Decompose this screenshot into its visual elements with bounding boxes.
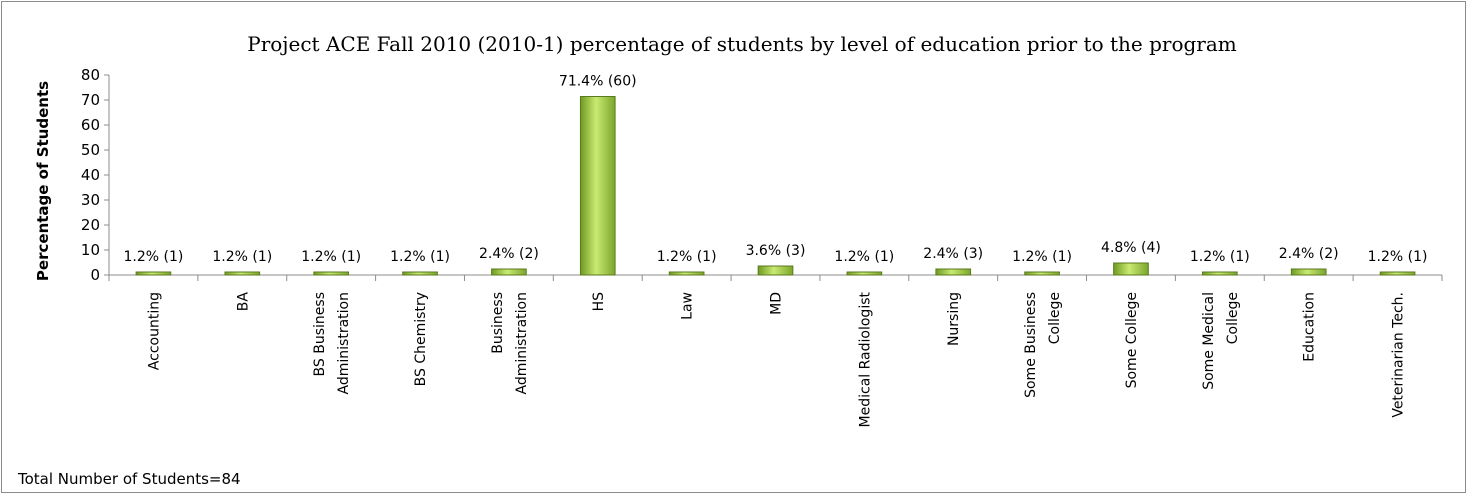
- category-label: Veterinarian Tech.: [1391, 292, 1407, 418]
- category-label: MD: [769, 292, 785, 315]
- data-label: 4.8% (4): [1101, 240, 1161, 256]
- category-label-line: College: [1225, 292, 1241, 344]
- bar: [224, 271, 261, 276]
- data-label: 1.2% (1): [212, 249, 272, 265]
- data-label: 1.2% (1): [834, 249, 894, 265]
- y-tick-label: 60: [81, 116, 100, 134]
- y-tick-label: 30: [81, 191, 100, 209]
- y-tick-label: 70: [81, 91, 100, 109]
- y-tick-label: 20: [81, 216, 100, 234]
- total-students-note: Total Number of Students=84: [18, 470, 241, 488]
- category-label: Some Business College: [1023, 292, 1063, 398]
- category-label-line: BA: [235, 292, 251, 312]
- bar: [846, 271, 883, 276]
- category-label: HS: [591, 292, 607, 312]
- bar: [491, 268, 527, 276]
- category-label-line: Nursing: [946, 292, 962, 346]
- data-label: 2.4% (2): [479, 246, 539, 262]
- y-tick-label: 50: [81, 141, 100, 159]
- category-label-line: Administration: [336, 292, 352, 394]
- category-label: Nursing: [946, 292, 962, 346]
- category-label: Business Administration: [490, 292, 530, 394]
- bar: [579, 96, 616, 276]
- bar: [1024, 271, 1060, 276]
- data-label: 1.2% (1): [1190, 249, 1250, 265]
- category-label-line: Some Business: [1023, 292, 1039, 398]
- category-label-line: BS Business: [312, 292, 328, 376]
- category-label-line: Accounting: [146, 292, 162, 370]
- category-label-line: BS Chemistry: [413, 292, 429, 386]
- category-label-line: Administration: [514, 292, 530, 394]
- data-label: 71.4% (60): [559, 74, 637, 90]
- bar: [313, 271, 349, 276]
- y-tick-label: 0: [90, 266, 100, 284]
- category-label: BS Business Administration: [312, 292, 352, 394]
- category-label-line: College: [1047, 292, 1063, 344]
- bar: [935, 268, 972, 276]
- category-labels-group: Accounting BA BS Business Administration BS …: [146, 292, 1406, 428]
- bars-group: [135, 96, 1416, 276]
- bar: [402, 271, 438, 276]
- bar: [668, 271, 705, 276]
- category-label: Law: [680, 292, 696, 320]
- category-label: BA: [235, 292, 251, 312]
- category-label-line: Some Medical: [1201, 292, 1217, 390]
- category-label-line: MD: [769, 292, 785, 315]
- bar: [1379, 271, 1416, 276]
- bar: [757, 265, 794, 276]
- category-label-line: Education: [1302, 292, 1318, 362]
- bar: [1202, 271, 1238, 276]
- category-label: Education: [1302, 292, 1318, 362]
- x-axis: [108, 274, 1443, 281]
- y-axis-label: Percentage of Students: [34, 81, 52, 281]
- category-label-line: Veterinarian Tech.: [1391, 292, 1407, 418]
- data-label: 1.2% (1): [124, 249, 184, 265]
- data-label: 3.6% (3): [746, 243, 806, 259]
- category-label: Some Medical College: [1201, 292, 1241, 390]
- category-label: BS Chemistry: [413, 292, 429, 386]
- category-label-line: Business: [490, 292, 506, 354]
- category-label-line: Some College: [1124, 292, 1140, 388]
- bar: [1113, 262, 1149, 276]
- data-label: 1.2% (1): [301, 249, 361, 265]
- category-label-line: HS: [591, 292, 607, 312]
- category-label-line: Medical Radiologist: [857, 292, 873, 428]
- data-label: 1.2% (1): [1012, 249, 1072, 265]
- bar: [135, 271, 172, 276]
- y-axis: 0 10 20 30 40 50 60 70 80: [81, 66, 110, 284]
- category-label: Some College: [1124, 292, 1140, 388]
- category-label: Medical Radiologist: [857, 292, 873, 428]
- data-label: 2.4% (2): [1279, 246, 1339, 262]
- category-label-line: Law: [680, 292, 696, 320]
- data-label: 1.2% (1): [390, 249, 450, 265]
- category-label: Accounting: [146, 292, 162, 370]
- y-tick-label: 80: [81, 66, 100, 84]
- y-tick-label: 10: [81, 241, 100, 259]
- chart-title: Project ACE Fall 2010 (2010-1) percentag…: [247, 32, 1237, 56]
- data-label: 1.2% (1): [657, 249, 717, 265]
- data-labels-group: 1.2% (1) 1.2% (1) 1.2% (1) 1.2% (1) 2.4% (2)…: [124, 74, 1428, 266]
- bar: [1290, 268, 1327, 276]
- data-label: 1.2% (1): [1368, 249, 1428, 265]
- y-tick-label: 40: [81, 166, 100, 184]
- data-label: 2.4% (3): [923, 246, 983, 262]
